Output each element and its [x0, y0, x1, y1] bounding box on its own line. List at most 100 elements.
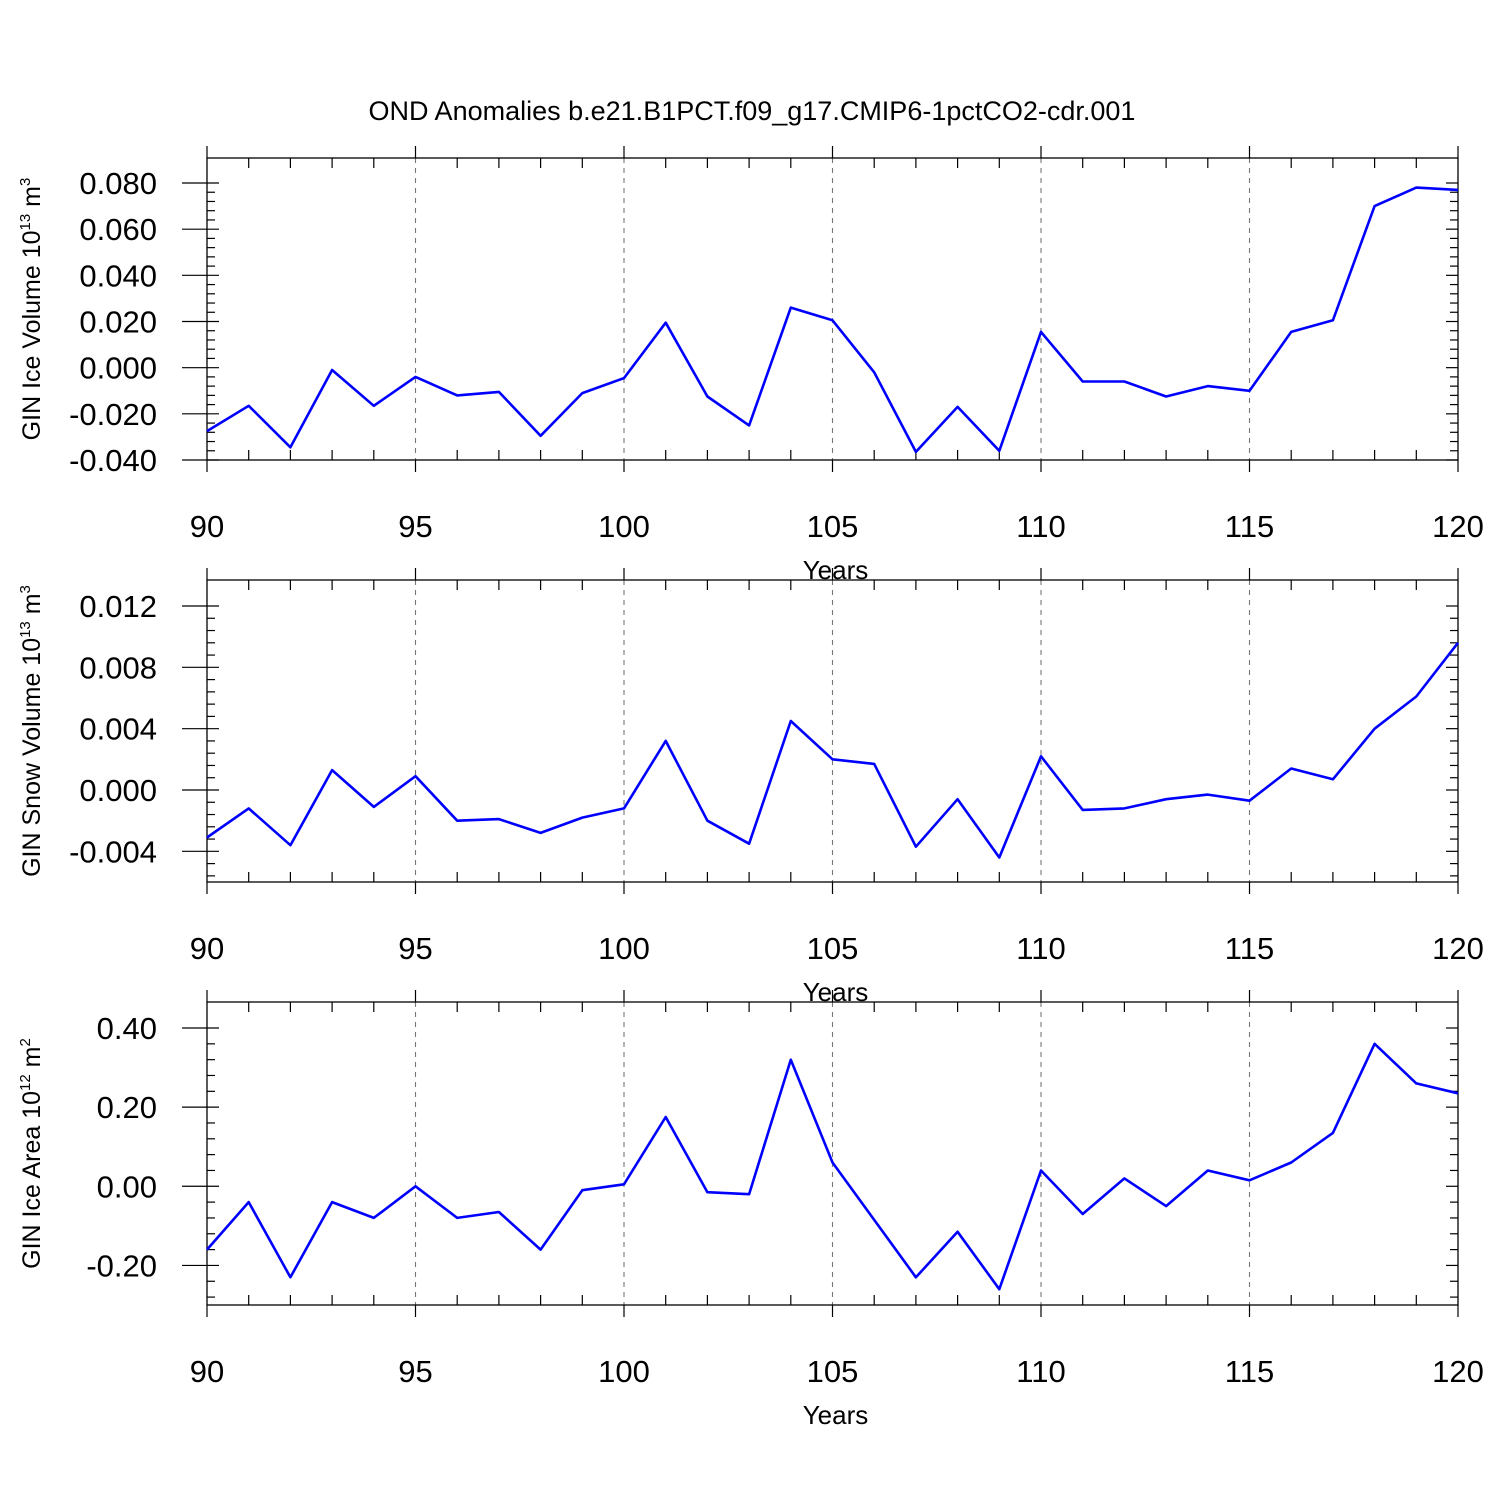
data-point — [789, 719, 793, 723]
x-tick-label: 115 — [1225, 931, 1274, 966]
data-point — [705, 1190, 709, 1194]
x-tick-label: 110 — [1016, 931, 1065, 966]
x-tick-label: 120 — [1432, 931, 1484, 966]
series-line — [206, 642, 1460, 859]
data-point — [205, 429, 209, 433]
y-tick-label: -0.004 — [69, 834, 157, 869]
data-point — [705, 819, 709, 823]
y-axis-title: GIN Ice Area 1012 m2 — [17, 1038, 46, 1269]
data-point — [288, 1275, 292, 1279]
data-point — [1373, 204, 1377, 208]
y-axis-title: GIN Ice Volume 1013 m3 — [17, 178, 46, 441]
data-point — [1081, 1212, 1085, 1216]
data-point — [1331, 1131, 1335, 1135]
x-tick-label: 90 — [190, 509, 224, 544]
data-point — [1039, 1168, 1043, 1172]
data-point — [622, 806, 626, 810]
x-tick-label: 110 — [1016, 509, 1065, 544]
x-tick-label: 115 — [1225, 1354, 1274, 1389]
data-point — [664, 739, 668, 743]
data-point — [497, 390, 501, 394]
data-point — [831, 1161, 835, 1165]
plot-frame — [206, 579, 1459, 883]
data-point — [372, 1216, 376, 1220]
data-point — [1164, 1204, 1168, 1208]
data-point — [1039, 754, 1043, 758]
x-tick-label: 100 — [598, 509, 650, 544]
data-point — [455, 819, 459, 823]
data-point — [914, 450, 918, 454]
data-point — [831, 318, 835, 322]
data-point — [372, 805, 376, 809]
data-point — [956, 797, 960, 801]
x-tick-label: 95 — [398, 509, 432, 544]
data-point — [747, 1192, 751, 1196]
data-point — [1122, 1176, 1126, 1180]
data-point — [1331, 318, 1335, 322]
data-point — [247, 1200, 251, 1204]
data-point — [372, 404, 376, 408]
y-tick-label: 0.040 — [79, 258, 157, 293]
data-point — [1164, 395, 1168, 399]
y-tick-label: 0.00 — [97, 1169, 157, 1204]
y-tick-label: 0.40 — [97, 1011, 157, 1046]
data-point — [872, 762, 876, 766]
y-tick-label: -0.020 — [69, 397, 157, 432]
data-point — [664, 1115, 668, 1119]
data-point — [1122, 806, 1126, 810]
data-point — [1206, 384, 1210, 388]
y-tick-label: 0.008 — [79, 650, 157, 685]
data-point — [1248, 389, 1252, 393]
data-point — [997, 1287, 1001, 1291]
data-point — [580, 1188, 584, 1192]
data-point — [664, 321, 668, 325]
y-axis-title: GIN Snow Volume 1013 m3 — [17, 585, 46, 877]
panel-3: 90 95 100 105 110 115 120 -0.20 0.00 0.20 0.40 Year… — [17, 990, 1484, 1430]
y-tick-label: 0.012 — [79, 589, 157, 624]
data-point — [414, 375, 418, 379]
series-line — [206, 186, 1459, 454]
x-tick-label: 115 — [1225, 509, 1274, 544]
x-tick-label: 95 — [398, 1354, 432, 1389]
data-point — [622, 376, 626, 380]
data-point — [414, 1184, 418, 1188]
data-point — [205, 836, 209, 840]
y-tick-label: 0.20 — [97, 1090, 157, 1125]
data-point — [789, 1058, 793, 1062]
chart-title: OND Anomalies b.e21.B1PCT.f09_g17.CMIP6-… — [369, 96, 1136, 126]
data-point — [831, 757, 835, 761]
data-point — [455, 393, 459, 397]
data-point — [1456, 1091, 1460, 1095]
data-point — [1414, 1081, 1418, 1085]
data-point — [1206, 1168, 1210, 1172]
data-point — [1331, 777, 1335, 781]
data-point — [747, 423, 751, 427]
data-point — [497, 817, 501, 821]
data-point — [914, 1275, 918, 1279]
data-point — [997, 855, 1001, 859]
data-point — [1289, 330, 1293, 334]
data-point — [1289, 767, 1293, 771]
chart-panels: 90 95 100 105 110 115 120 -0.040 -0.020 0.000 0.02… — [17, 146, 1484, 1430]
data-point — [1081, 380, 1085, 384]
x-tick-label: 120 — [1432, 509, 1484, 544]
data-point — [288, 843, 292, 847]
data-point — [497, 1210, 501, 1214]
y-tick-label: 0.004 — [79, 712, 157, 747]
y-tick-label: 0.000 — [79, 351, 157, 386]
data-point — [1289, 1161, 1293, 1165]
data-point — [1456, 188, 1460, 192]
plot-frame — [206, 1001, 1459, 1306]
x-tick-label: 100 — [598, 1354, 650, 1389]
data-point — [539, 1248, 543, 1252]
data-point — [539, 831, 543, 835]
data-point — [956, 405, 960, 409]
y-tick-label: 0.080 — [79, 166, 157, 201]
series-line — [206, 1042, 1459, 1291]
data-point — [622, 1182, 626, 1186]
data-point — [205, 1248, 209, 1252]
data-point — [1414, 694, 1418, 698]
data-point — [914, 845, 918, 849]
panel-2: 90 95 100 105 110 115 120 -0.004 0.000 0.004 0.008… — [17, 568, 1484, 1007]
